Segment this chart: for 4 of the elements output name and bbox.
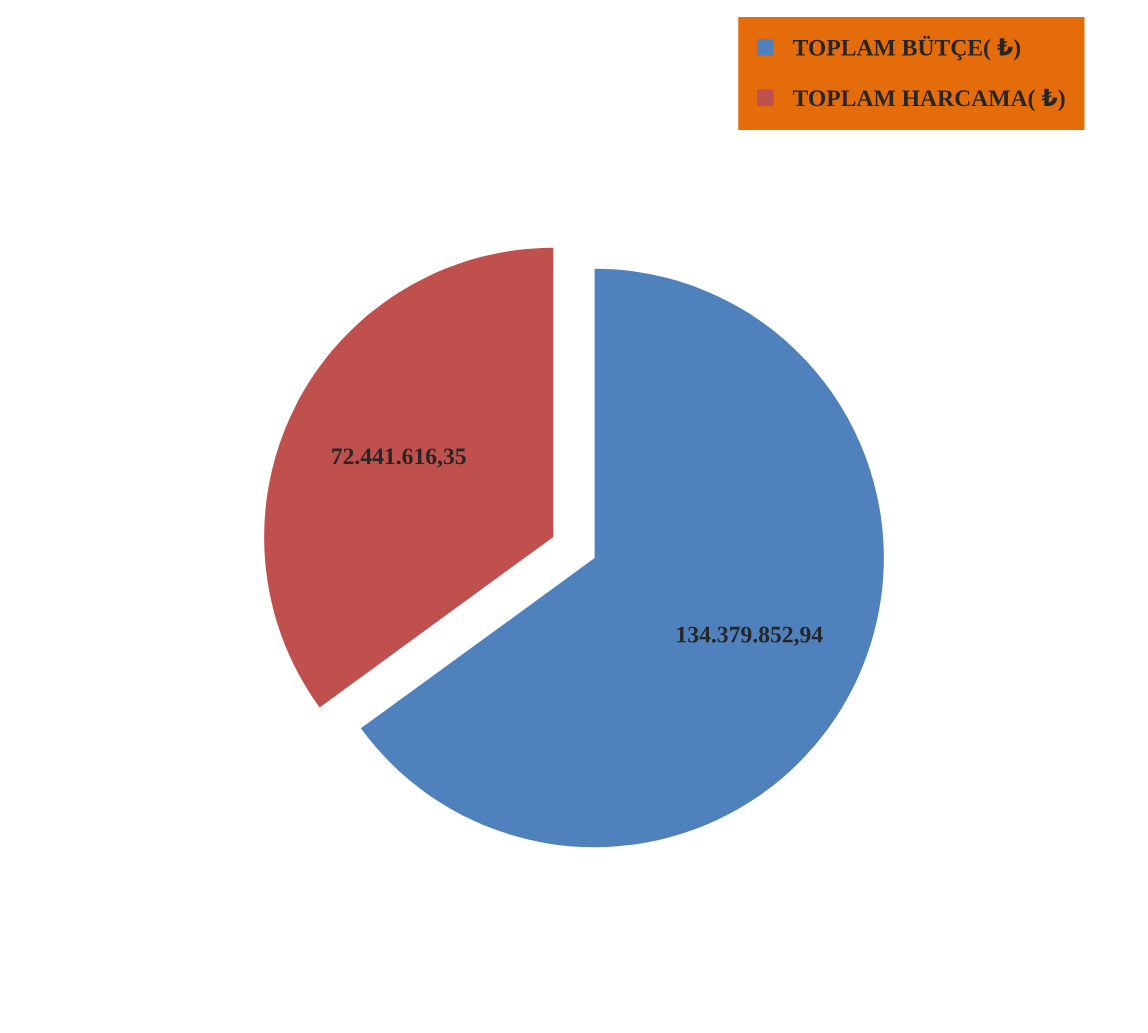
data-label: 134.379.852,94 (677, 626, 823, 646)
data-label: 72.441.616,35 (332, 448, 466, 468)
legend-label: TOPLAM BÜTÇE( ₺) (792, 35, 1021, 61)
legend-label: TOPLAM HARCAMA( ₺) (792, 88, 1065, 112)
